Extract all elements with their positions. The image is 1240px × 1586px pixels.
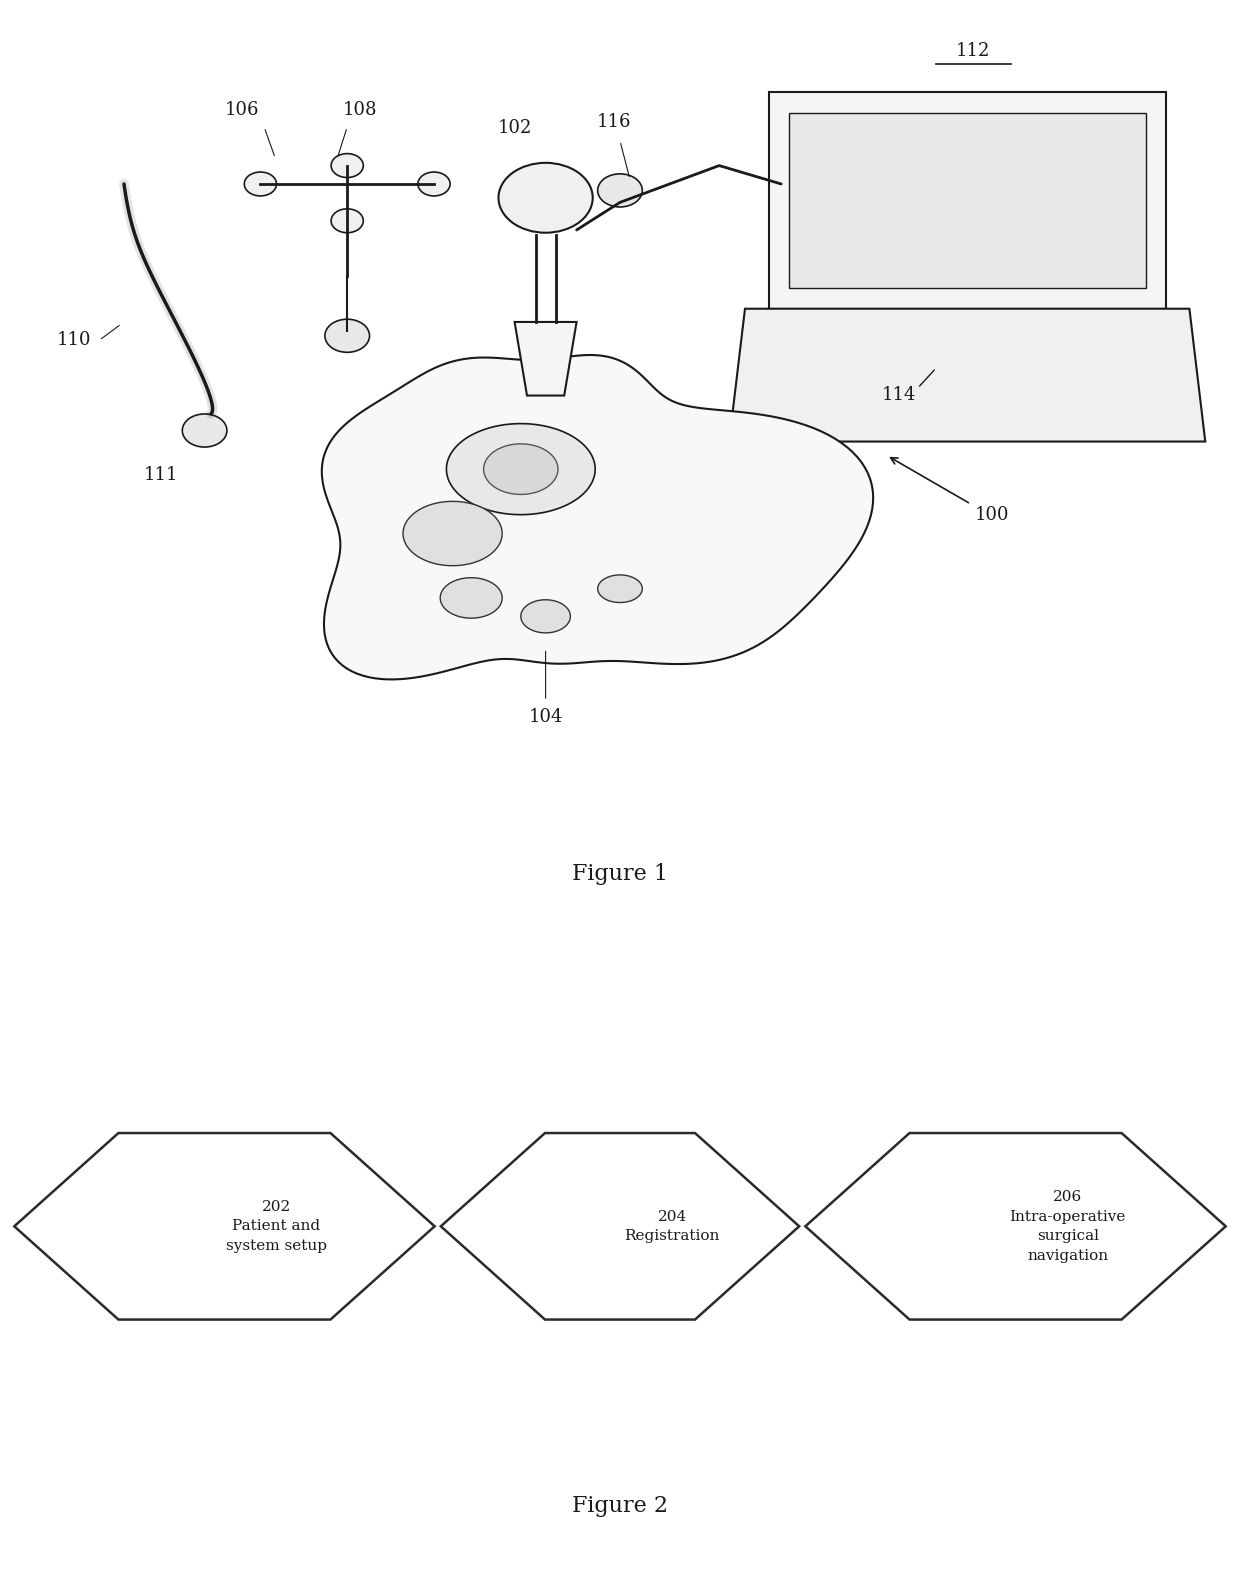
Polygon shape [484,444,558,495]
Polygon shape [441,1132,799,1320]
Polygon shape [806,1132,1225,1320]
Text: 116: 116 [596,113,631,132]
Text: 112: 112 [956,41,991,60]
Circle shape [498,163,593,233]
Text: 206
Intra-operative
surgical
navigation: 206 Intra-operative surgical navigation [1009,1190,1126,1262]
Circle shape [244,171,277,197]
Text: 202
Patient and
system setup: 202 Patient and system setup [226,1199,327,1253]
Text: 111: 111 [144,466,179,484]
Text: 100: 100 [975,506,1009,523]
Polygon shape [322,355,873,679]
Text: 110: 110 [57,331,92,349]
Polygon shape [403,501,502,566]
Text: 102: 102 [497,119,532,138]
Text: 114: 114 [882,385,916,404]
Polygon shape [440,577,502,619]
Circle shape [325,319,370,352]
Polygon shape [729,309,1205,441]
Text: Figure 2: Figure 2 [572,1496,668,1518]
Polygon shape [446,423,595,515]
Text: 204
Registration: 204 Registration [625,1210,719,1243]
Text: 106: 106 [224,102,259,119]
Polygon shape [515,322,577,395]
Text: 108: 108 [342,102,377,119]
Text: Figure 1: Figure 1 [572,863,668,885]
Circle shape [331,209,363,233]
Polygon shape [598,576,642,603]
Circle shape [598,174,642,206]
Circle shape [331,154,363,178]
FancyBboxPatch shape [769,92,1166,309]
FancyBboxPatch shape [789,113,1146,287]
Polygon shape [15,1132,435,1320]
Polygon shape [521,600,570,633]
Circle shape [182,414,227,447]
Circle shape [418,171,450,197]
Text: 104: 104 [528,707,563,726]
